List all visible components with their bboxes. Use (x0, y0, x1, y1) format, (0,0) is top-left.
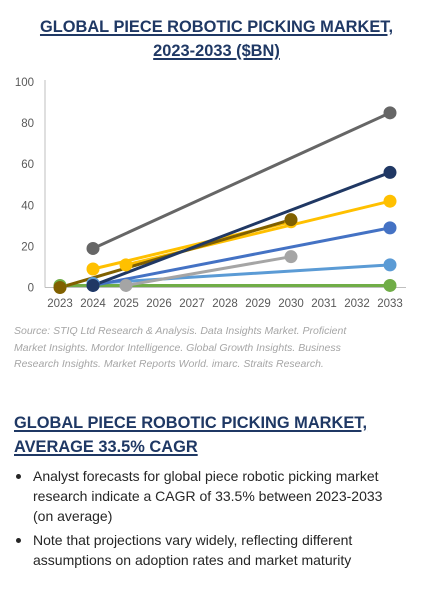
y-tick-label: 60 (21, 159, 34, 171)
x-tick-label: 2025 (113, 298, 139, 310)
bullet-line: Note that projections vary widely, refle… (33, 532, 353, 548)
x-tick-label: 2023 (47, 298, 73, 310)
x-tick-label: 2033 (377, 298, 403, 310)
bullet-text: Analyst forecasts for global piece robot… (33, 466, 382, 526)
x-tick-label: 2028 (212, 298, 238, 310)
bullet-dot-icon (15, 537, 21, 543)
data-point (53, 281, 67, 294)
bullet-dot-icon (15, 473, 21, 479)
section-heading-line-2: AVERAGE 33.5% CAGR (14, 438, 198, 456)
source-line: Research Insights. Market Reports World.… (14, 358, 324, 370)
source-line: Market Insights. Mordor Intelligence. Gl… (14, 341, 341, 354)
x-tick-label: 2024 (80, 298, 106, 310)
bullet-text: Note that projections vary widely, refle… (33, 530, 352, 570)
x-tick-label: 2026 (146, 298, 172, 310)
line-chart: 0 20 40 60 80 100 2023 2024 2025 2026 2027 2028 2029… (15, 77, 406, 310)
chart-title-line-1: GLOBAL PIECE ROBOTIC PICKING MARKET, (39, 18, 394, 36)
series-line (124, 255, 293, 287)
y-tick-label: 20 (21, 241, 34, 253)
data-point (86, 278, 100, 292)
data-point (383, 278, 397, 292)
x-tick-label: 2027 (179, 298, 205, 310)
data-point (383, 165, 397, 179)
data-point (383, 106, 397, 120)
series-line (91, 263, 392, 285)
series-line (91, 111, 392, 250)
chart-title-line-2: 2023-2033 ($BN) (153, 42, 280, 60)
data-point (383, 221, 397, 235)
data-point (86, 241, 100, 255)
bullet-line: research indicate a CAGR of 33.5% betwee… (33, 488, 383, 504)
data-point (86, 262, 100, 276)
section-heading-line-1: GLOBAL PIECE ROBOTIC PICKING MARKET, (14, 414, 368, 432)
data-point (284, 250, 298, 264)
y-tick-label: 0 (28, 283, 34, 295)
data-point (284, 213, 298, 227)
source-line: Source: STIQ Ltd Research & Analysis. Da… (14, 325, 347, 337)
data-point (383, 194, 397, 208)
series-line (91, 226, 392, 287)
series-line (91, 170, 392, 287)
bullet-line: (on average) (33, 508, 113, 524)
y-tick-label: 80 (21, 118, 34, 130)
section-heading: GLOBAL PIECE ROBOTIC PICKING MARKET, AVE… (14, 411, 367, 459)
data-point (119, 278, 133, 292)
data-point (383, 258, 397, 272)
x-tick-label: 2032 (344, 298, 370, 310)
data-point (119, 258, 133, 272)
x-tick-label: 2029 (245, 298, 271, 310)
x-tick-label: 2031 (311, 298, 337, 310)
y-tick-label: 40 (21, 200, 34, 212)
bullet-line: assumptions on adoption rates and market… (33, 552, 352, 568)
source-note: Source: STIQ Ltd Research & Analysis. Da… (14, 323, 346, 373)
y-tick-label: 100 (15, 77, 34, 89)
bullet-line: Analyst forecasts for global piece robot… (33, 468, 379, 484)
x-tick-label: 2030 (278, 298, 304, 310)
chart-title: GLOBAL PIECE ROBOTIC PICKING MARKET, 202… (0, 15, 433, 63)
